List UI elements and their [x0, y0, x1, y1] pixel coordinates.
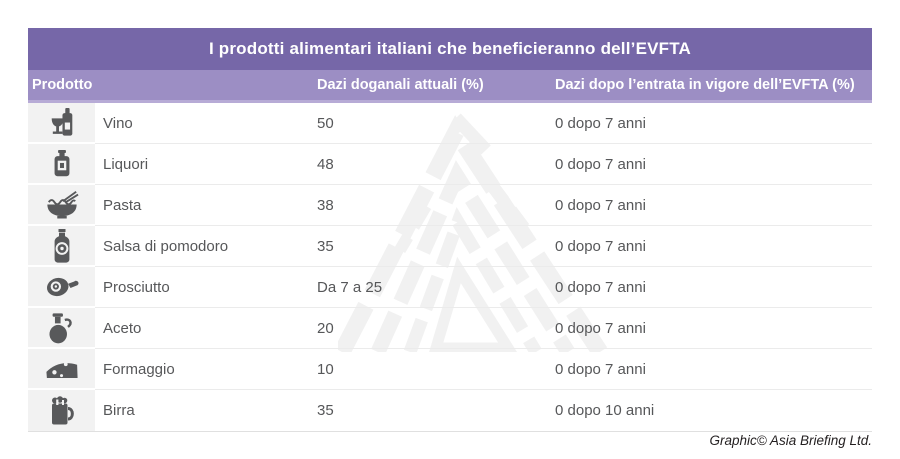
- current-duty-value: 50: [317, 103, 555, 144]
- product-name: Formaggio: [95, 349, 317, 390]
- after-evfta-value: 0 dopo 7 anni: [555, 267, 872, 308]
- current-duty-value: 38: [317, 185, 555, 226]
- product-name: Prosciutto: [95, 267, 317, 308]
- column-header-product: Prodotto: [32, 77, 93, 93]
- after-evfta-value: 0 dopo 7 anni: [555, 226, 872, 267]
- after-evfta-value: 0 dopo 7 anni: [555, 185, 872, 226]
- after-evfta-value: 0 dopo 10 anni: [555, 402, 655, 419]
- table-row: Aceto 20 0 dopo 7 anni: [28, 308, 872, 349]
- after-evfta-value: 0 dopo 7 anni: [555, 103, 872, 144]
- beer-icon: [28, 390, 95, 431]
- table-row: Salsa di pomodoro 35 0 dopo 7 anni: [28, 226, 872, 267]
- product-name: Vino: [95, 103, 317, 144]
- after-evfta-value: 0 dopo 7 anni: [555, 144, 872, 185]
- current-duty-value: 48: [317, 144, 555, 185]
- table-row: Liquori 48 0 dopo 7 anni: [28, 144, 872, 185]
- table-row: Formaggio 10 0 dopo 7 anni: [28, 349, 872, 390]
- current-duty-value: 20: [317, 308, 555, 349]
- after-evfta-value: 0 dopo 7 anni: [555, 308, 872, 349]
- page-title: I prodotti alimentari italiani che benef…: [28, 28, 872, 70]
- cheese-icon: [28, 349, 95, 390]
- product-name: Aceto: [95, 308, 317, 349]
- header-divider: [28, 100, 872, 103]
- product-name: Pasta: [95, 185, 317, 226]
- product-name: Salsa di pomodoro: [95, 226, 317, 267]
- tomato-sauce-icon: [28, 226, 95, 267]
- vinegar-icon: [28, 308, 95, 349]
- product-name: Liquori: [95, 144, 317, 185]
- pasta-icon: [28, 185, 95, 226]
- column-header-after-evfta: Dazi dopo l’entrata in vigore dell’EVFTA…: [555, 77, 855, 93]
- ham-icon: [28, 267, 95, 308]
- table-row: Pasta 38 0 dopo 7 anni: [28, 185, 872, 226]
- graphic-credit: Graphic© Asia Briefing Ltd.: [709, 433, 872, 448]
- table-row: Prosciutto Da 7 a 25 0 dopo 7 anni: [28, 267, 872, 308]
- product-name: Birra: [103, 402, 135, 419]
- evfta-table: I prodotti alimentari italiani che benef…: [28, 28, 872, 432]
- current-duty-value: 10: [317, 349, 555, 390]
- table-row: Vino 50 0 dopo 7 anni: [28, 103, 872, 144]
- after-evfta-value: 0 dopo 7 anni: [555, 349, 872, 390]
- wine-icon: [28, 103, 95, 144]
- liquor-icon: [28, 144, 95, 185]
- current-duty-value: 35: [317, 226, 555, 267]
- table-body: Vino 50 0 dopo 7 anni Liquori: [28, 103, 872, 432]
- column-header-current-duty: Dazi doganali attuali (%): [317, 77, 484, 93]
- current-duty-value: Da 7 a 25: [317, 267, 555, 308]
- current-duty-value: 35: [317, 402, 334, 419]
- table-header: Prodotto Dazi doganali attuali (%) Dazi …: [28, 70, 872, 100]
- table-row: Birra 35 0 dopo 10 anni: [28, 390, 872, 431]
